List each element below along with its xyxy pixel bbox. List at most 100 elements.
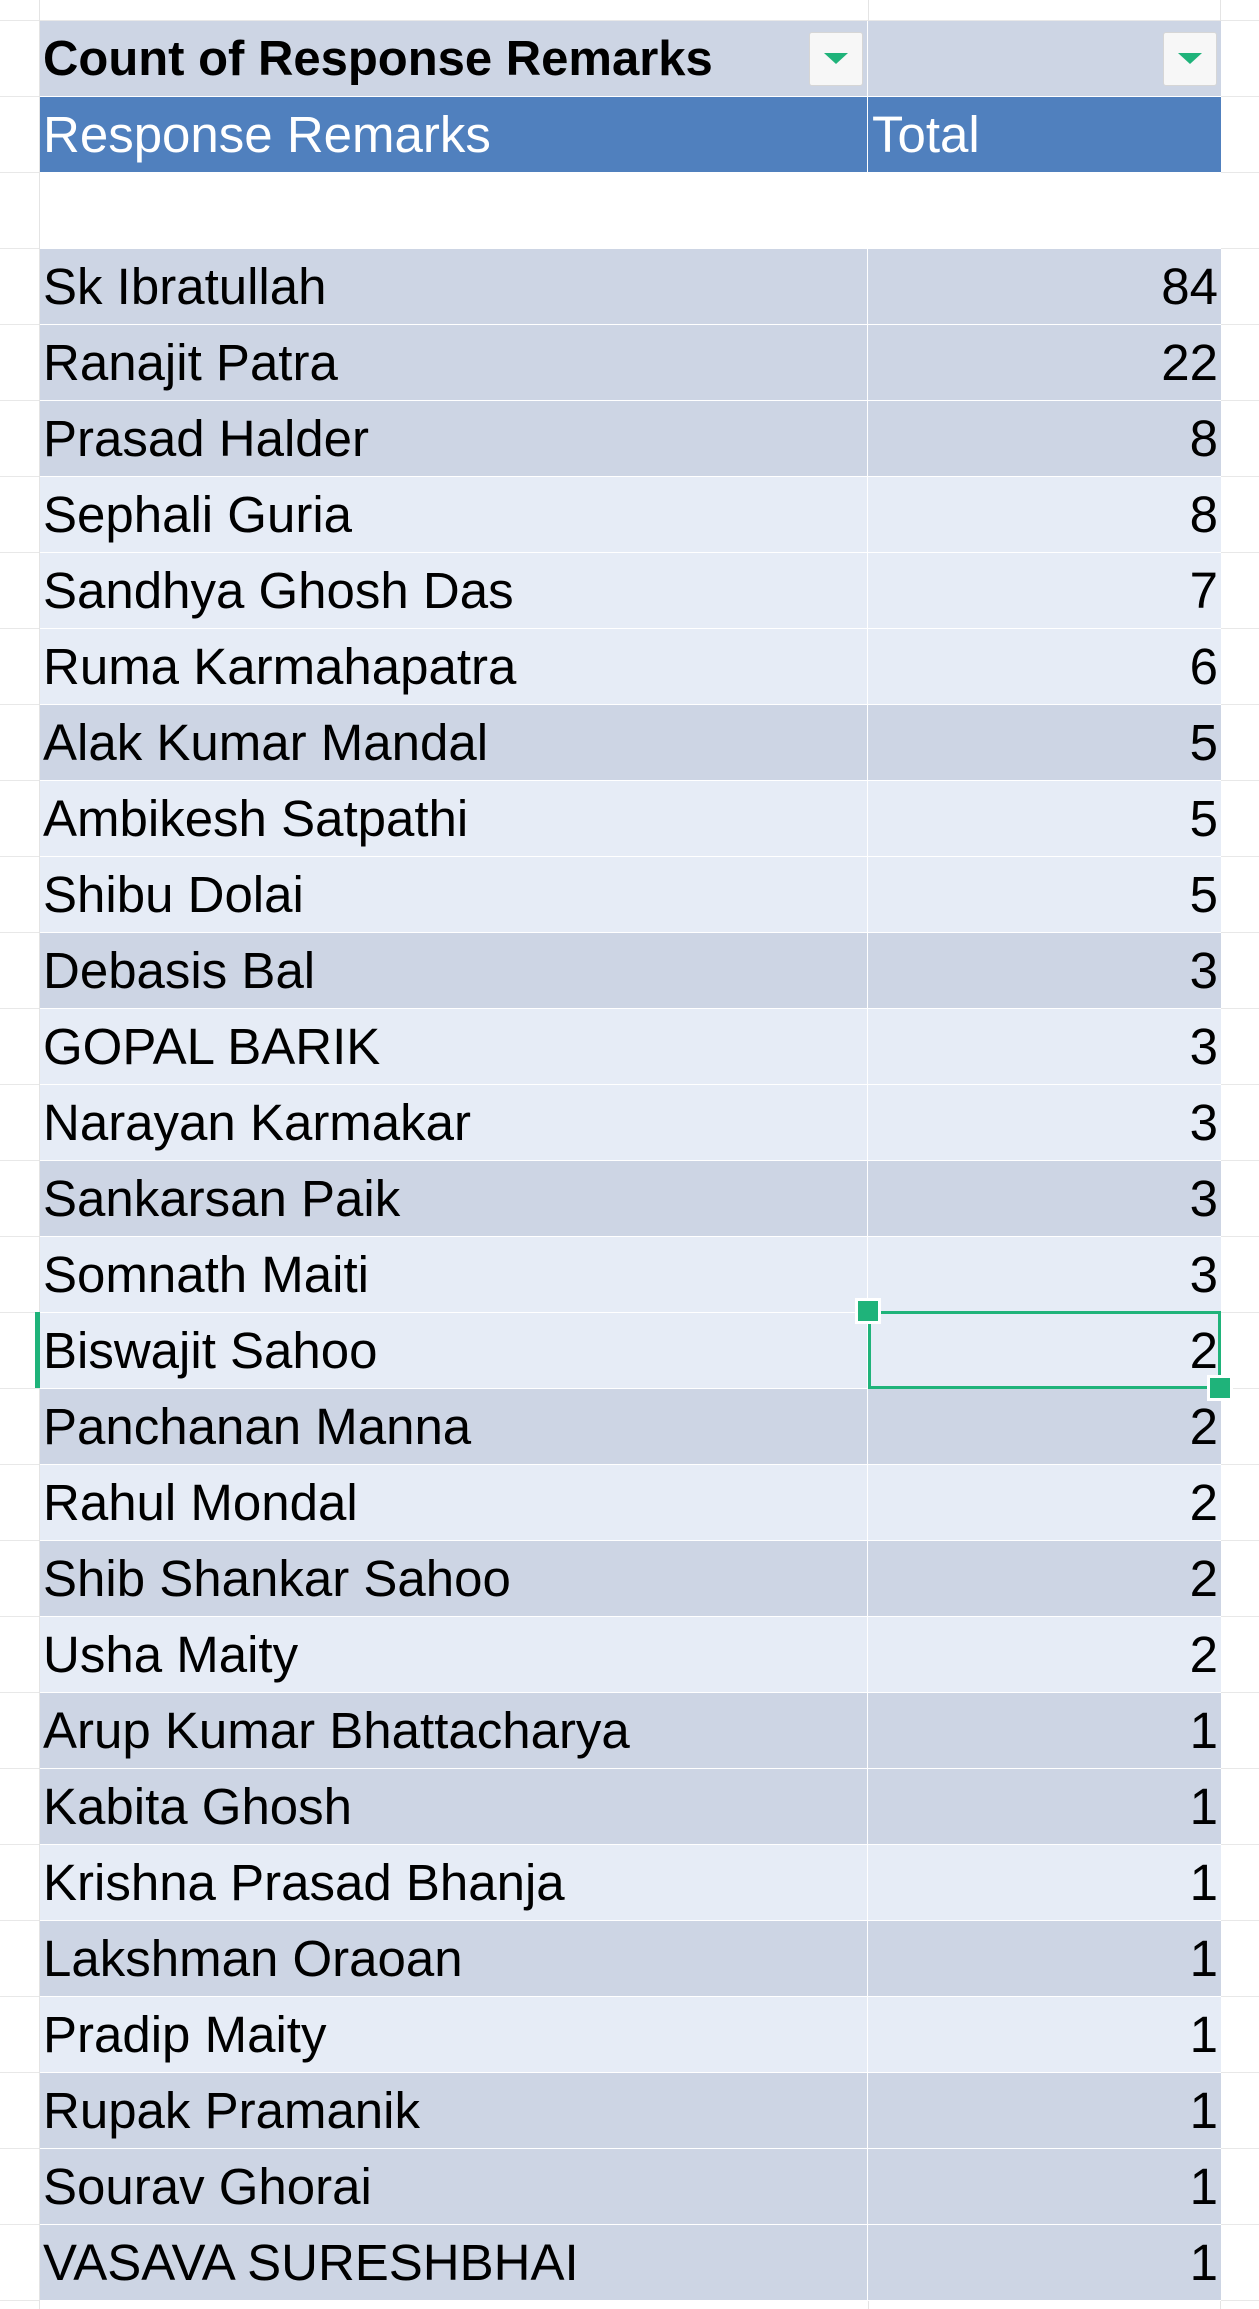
row-header-cell[interactable]: Response Remarks <box>40 97 868 172</box>
total-cell[interactable]: 1 <box>868 2149 1221 2224</box>
total-cell[interactable]: 1 <box>868 1921 1221 1996</box>
total-cell[interactable]: 1 <box>868 2225 1221 2300</box>
total-cell[interactable]: 1 <box>868 1693 1221 1768</box>
name-cell[interactable]: Somnath Maiti <box>40 1237 868 1312</box>
row-header-label: Response Remarks <box>43 106 491 163</box>
total-cell[interactable]: 2 <box>868 1313 1221 1388</box>
pivot-filter-row: Count of Response Remarks <box>40 21 1221 97</box>
total-cell[interactable]: 5 <box>868 705 1221 780</box>
table-row: Sephali Guria 8 <box>40 477 1221 553</box>
total-value: 1 <box>1189 1702 1218 1759</box>
name-cell[interactable]: Arup Kumar Bhattacharya <box>40 1693 868 1768</box>
total-cell[interactable]: 22 <box>868 325 1221 400</box>
selection-handle-bottom-right[interactable] <box>1207 1375 1233 1401</box>
total-cell[interactable]: 3 <box>868 1009 1221 1084</box>
name-cell[interactable]: Alak Kumar Mandal <box>40 705 868 780</box>
name-cell[interactable]: Shib Shankar Sahoo <box>40 1541 868 1616</box>
name-cell[interactable]: Shibu Dolai <box>40 857 868 932</box>
total-cell[interactable]: 1 <box>868 1997 1221 2072</box>
name-cell[interactable]: Ranajit Patra <box>40 325 868 400</box>
total-cell[interactable]: 1 <box>868 1845 1221 1920</box>
total-cell[interactable]: 2 <box>868 1617 1221 1692</box>
name-label: Krishna Prasad Bhanja <box>43 1854 565 1911</box>
total-value: 1 <box>1189 1778 1218 1835</box>
total-cell[interactable]: 1 <box>868 1769 1221 1844</box>
name-cell[interactable]: Ruma Karmahapatra <box>40 629 868 704</box>
total-cell[interactable]: 84 <box>868 249 1221 324</box>
total-cell[interactable]: 5 <box>868 857 1221 932</box>
name-cell[interactable]: Panchanan Manna <box>40 1389 868 1464</box>
name-cell[interactable]: Biswajit Sahoo <box>40 1313 868 1388</box>
total-cell[interactable]: 5 <box>868 781 1221 856</box>
name-cell[interactable]: Kabita Ghosh <box>40 1769 868 1844</box>
total-cell[interactable]: 8 <box>868 477 1221 552</box>
selected-row-marker <box>35 1312 40 1388</box>
total-value: 1 <box>1189 2006 1218 2063</box>
blank-total-cell[interactable] <box>868 173 1221 248</box>
total-value: 1 <box>1189 1930 1218 1987</box>
name-cell[interactable]: Lakshman Oraoan <box>40 1921 868 1996</box>
total-cell[interactable]: 3 <box>868 1085 1221 1160</box>
name-cell[interactable]: Debasis Bal <box>40 933 868 1008</box>
filter-dropdown-button[interactable] <box>809 31 863 86</box>
filter-label-cell[interactable]: Count of Response Remarks <box>40 21 868 96</box>
total-value: 1 <box>1189 2234 1218 2291</box>
name-label: Arup Kumar Bhattacharya <box>43 1702 630 1759</box>
name-cell[interactable]: Prasad Halder <box>40 401 868 476</box>
table-row: Arup Kumar Bhattacharya 1 <box>40 1693 1221 1769</box>
table-row: Lakshman Oraoan 1 <box>40 1921 1221 1997</box>
total-value: 3 <box>1189 1246 1218 1303</box>
name-cell[interactable]: Rahul Mondal <box>40 1465 868 1540</box>
name-label: Ranajit Patra <box>43 334 338 391</box>
name-label: Ambikesh Satpathi <box>43 790 469 847</box>
total-cell[interactable]: 1 <box>868 2073 1221 2148</box>
chevron-down-icon <box>824 53 848 64</box>
filter-value-cell[interactable] <box>868 21 1221 96</box>
table-row: Sk Ibratullah 84 <box>40 249 1221 325</box>
name-cell[interactable]: Pradip Maity <box>40 1997 868 2072</box>
name-cell[interactable]: VASAVA SURESHBHAI <box>40 2225 868 2300</box>
name-cell[interactable]: Sephali Guria <box>40 477 868 552</box>
total-cell[interactable]: 2 <box>868 1465 1221 1540</box>
name-label: Sankarsan Paik <box>43 1170 401 1227</box>
total-cell[interactable]: 2 <box>868 1541 1221 1616</box>
total-cell[interactable]: 3 <box>868 1161 1221 1236</box>
blank-name-cell[interactable] <box>40 173 868 248</box>
name-cell[interactable]: Krishna Prasad Bhanja <box>40 1845 868 1920</box>
total-cell[interactable]: 7 <box>868 553 1221 628</box>
total-value: 5 <box>1189 790 1218 847</box>
table-row: Alak Kumar Mandal 5 <box>40 705 1221 781</box>
name-label: Narayan Karmakar <box>43 1094 471 1151</box>
total-cell[interactable]: 3 <box>868 933 1221 1008</box>
total-value: 22 <box>1161 334 1218 391</box>
name-label: Ruma Karmahapatra <box>43 638 517 695</box>
total-cell[interactable]: 8 <box>868 401 1221 476</box>
name-cell[interactable]: Sankarsan Paik <box>40 1161 868 1236</box>
name-label: Sephali Guria <box>43 486 353 543</box>
total-cell[interactable]: 3 <box>868 1237 1221 1312</box>
total-cell[interactable]: 6 <box>868 629 1221 704</box>
name-label: Kabita Ghosh <box>43 1778 353 1835</box>
name-cell[interactable]: Narayan Karmakar <box>40 1085 868 1160</box>
name-cell[interactable]: Ambikesh Satpathi <box>40 781 868 856</box>
total-cell[interactable]: 2 <box>868 1389 1221 1464</box>
total-value: 2 <box>1189 1550 1218 1607</box>
name-cell[interactable]: Sandhya Ghosh Das <box>40 553 868 628</box>
name-label: Prasad Halder <box>43 410 369 467</box>
name-cell[interactable]: Usha Maity <box>40 1617 868 1692</box>
total-value: 6 <box>1189 638 1218 695</box>
blank-row <box>40 173 1221 249</box>
total-value: 3 <box>1189 1170 1218 1227</box>
name-cell[interactable]: Rupak Pramanik <box>40 2073 868 2148</box>
name-cell[interactable]: Sk Ibratullah <box>40 249 868 324</box>
value-header-label: Total <box>872 106 980 163</box>
name-cell[interactable]: GOPAL BARIK <box>40 1009 868 1084</box>
table-row: Sourav Ghorai 1 <box>40 2149 1221 2225</box>
total-value: 1 <box>1189 1854 1218 1911</box>
value-dropdown-button[interactable] <box>1163 31 1217 86</box>
name-cell[interactable]: Sourav Ghorai <box>40 2149 868 2224</box>
value-header-cell[interactable]: Total <box>868 97 1221 172</box>
table-row: Usha Maity 2 <box>40 1617 1221 1693</box>
total-value: 2 <box>1189 1626 1218 1683</box>
selection-handle-top-left[interactable] <box>855 1298 881 1324</box>
